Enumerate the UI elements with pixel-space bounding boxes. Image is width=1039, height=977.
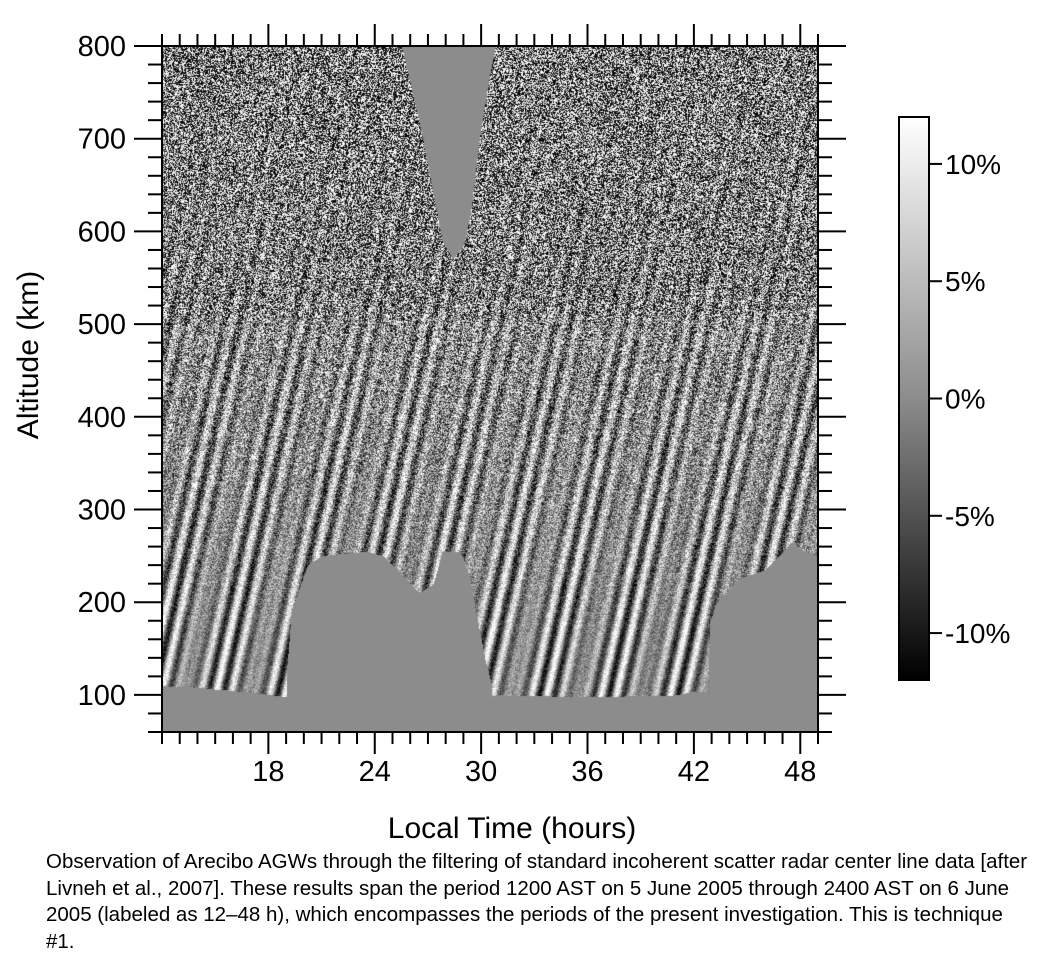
y-axis: 100 200 300 400 500 600 700 800 (78, 31, 846, 733)
y-tick-label: 400 (78, 402, 126, 434)
y-tick-label: 100 (78, 680, 126, 712)
x-axis-title: Local Time (hours) (388, 812, 636, 845)
y-tick-label: 800 (78, 31, 126, 63)
x-tick-label: 24 (359, 756, 391, 788)
colorbar-tick-label: 0% (945, 384, 985, 415)
y-tick-label: 200 (78, 587, 126, 619)
colorbar-tick-label: 10% (945, 149, 1001, 180)
x-axis: 18 24 30 36 42 48 (161, 24, 819, 788)
colorbar-tick-label: -5% (945, 501, 995, 532)
figure-caption: Observation of Arecibo AGWs through the … (46, 850, 1028, 953)
y-tick-label: 600 (78, 216, 126, 248)
y-axis-title: Altitude (km) (12, 271, 45, 439)
x-tick-label: 42 (678, 756, 710, 788)
colorbar-gradient (898, 116, 930, 681)
heatmap-image (162, 46, 818, 732)
plot-area (161, 45, 819, 733)
x-tick-label: 18 (252, 756, 284, 788)
colorbar-ticks: 10% 5% 0% -5% -10% (929, 149, 1010, 649)
y-tick-label: 500 (78, 309, 126, 341)
colorbar: 10% 5% 0% -5% -10% (898, 116, 1010, 681)
x-tick-label: 36 (571, 756, 603, 788)
x-tick-label: 30 (465, 756, 497, 788)
plot-frame (161, 45, 819, 733)
colorbar-tick-label: -10% (945, 618, 1010, 649)
colorbar-tick-label: 5% (945, 266, 985, 297)
y-tick-label: 700 (78, 124, 126, 156)
chart-figure: 18 24 30 36 42 48 100 200 300 400 500 600 700 800 Lo… (12, 24, 1010, 845)
y-tick-label: 300 (78, 495, 126, 527)
x-tick-label: 48 (784, 756, 816, 788)
